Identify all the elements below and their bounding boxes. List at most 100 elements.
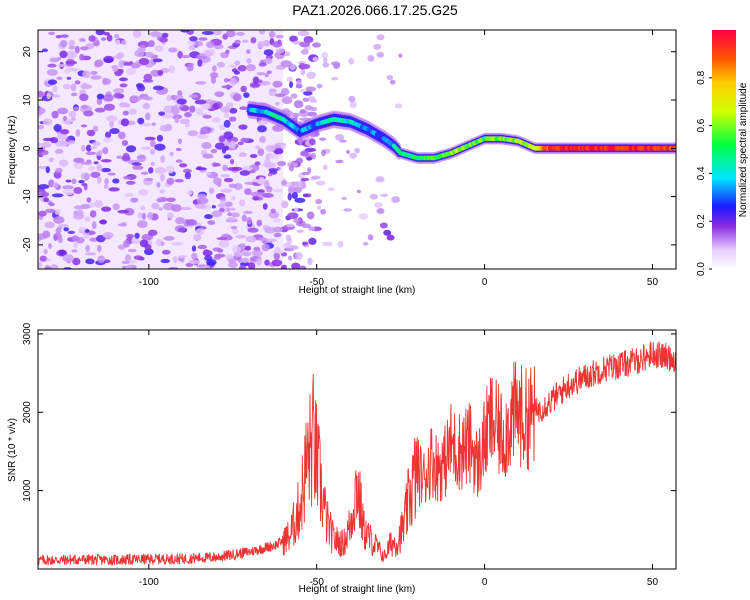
noise-blob (104, 178, 109, 185)
noise-blob (294, 197, 306, 203)
transition-blob (308, 226, 316, 232)
tail-blob (373, 43, 382, 50)
noise-blob (210, 30, 223, 36)
noise-blob (89, 145, 98, 149)
noise-blob (52, 182, 59, 189)
noise-blob (114, 34, 120, 39)
noise-blob (148, 167, 154, 174)
noise-blob (45, 166, 50, 174)
transition-blob (288, 165, 294, 172)
noise-blob (98, 220, 107, 225)
transition-blob (323, 57, 328, 64)
noise-blob (50, 264, 59, 269)
noise-blob (206, 41, 215, 49)
noise-blob (223, 119, 231, 128)
noise-blob (247, 227, 259, 233)
snr-x-tick-label: 0 (482, 577, 488, 588)
noise-blob (53, 234, 58, 242)
noise-blob (201, 141, 212, 150)
noise-blob (96, 164, 103, 172)
noise-blob (186, 63, 194, 72)
transition-blob (294, 206, 299, 213)
noise-blob (67, 50, 76, 58)
noise-blob (299, 41, 311, 48)
noise-blob (228, 64, 238, 68)
noise-blob (257, 125, 267, 133)
noise-blob (156, 182, 161, 188)
transition-blob (315, 180, 326, 186)
noise-blob (38, 90, 44, 98)
noise-blob (273, 252, 280, 260)
noise-blob (102, 232, 114, 239)
transition-blob (286, 223, 295, 228)
noise-blob (264, 226, 276, 234)
noise-blob (118, 60, 125, 69)
noise-blob (112, 178, 120, 184)
noise-blob (227, 261, 239, 268)
noise-blob (187, 130, 199, 137)
noise-blob (280, 60, 293, 68)
noise-blob (150, 161, 155, 166)
noise-blob (184, 171, 192, 180)
noise-blob (137, 117, 145, 125)
noise-blob (109, 120, 115, 128)
noise-blob (229, 77, 238, 86)
noise-blob (97, 255, 106, 264)
noise-blob (131, 162, 142, 166)
noise-blob (112, 65, 119, 72)
noise-blob (43, 197, 49, 203)
transition-blob (398, 53, 403, 58)
noise-blob (198, 37, 208, 41)
snr-x-tick-label: 50 (647, 577, 659, 588)
noise-blob (161, 32, 169, 38)
noise-blob (222, 164, 229, 172)
noise-blob (62, 83, 71, 90)
noise-blob (133, 255, 144, 260)
noise-blob (144, 177, 154, 181)
noise-blob (44, 221, 56, 229)
noise-blob (73, 161, 84, 169)
noise-blob (102, 94, 114, 102)
noise-blob (117, 209, 130, 214)
noise-blob (272, 188, 283, 193)
noise-blob (53, 216, 65, 224)
noise-blob (122, 110, 129, 116)
noise-blob (251, 250, 263, 256)
noise-blob (38, 107, 46, 115)
noise-blob (293, 100, 304, 109)
colorbar-tick-label: 0.4 (696, 166, 707, 180)
spectrogram-x-tick-label: -100 (139, 277, 159, 288)
transition-blob (341, 196, 347, 200)
noise-blob (277, 160, 287, 167)
noise-blob (200, 103, 212, 110)
colorbar-tick-label: 0.0 (696, 262, 707, 276)
noise-blob (275, 34, 284, 39)
noise-blob (303, 91, 313, 96)
noise-blob (224, 145, 229, 151)
noise-blob (100, 159, 112, 163)
transition-blob (301, 223, 311, 229)
snr-y-tick-label: 3000 (22, 322, 33, 345)
noise-blob (177, 138, 183, 145)
noise-blob (300, 68, 306, 76)
noise-blob (229, 140, 237, 149)
noise-blob (182, 168, 192, 174)
noise-blob (273, 148, 284, 155)
noise-blob (106, 34, 113, 42)
noise-blob (144, 112, 151, 121)
noise-blob (55, 34, 62, 39)
noise-blob (160, 155, 165, 163)
transition-blob (376, 51, 385, 58)
noise-blob (68, 45, 77, 50)
noise-blob (205, 171, 212, 176)
transition-blob (317, 205, 322, 210)
noise-blob (179, 163, 188, 168)
colorbar-tick-label: 0.8 (696, 70, 707, 84)
noise-blob (130, 62, 141, 69)
noise-blob (56, 76, 63, 81)
noise-blob (75, 209, 84, 217)
noise-blob (112, 203, 120, 211)
transition-blob (356, 189, 362, 194)
